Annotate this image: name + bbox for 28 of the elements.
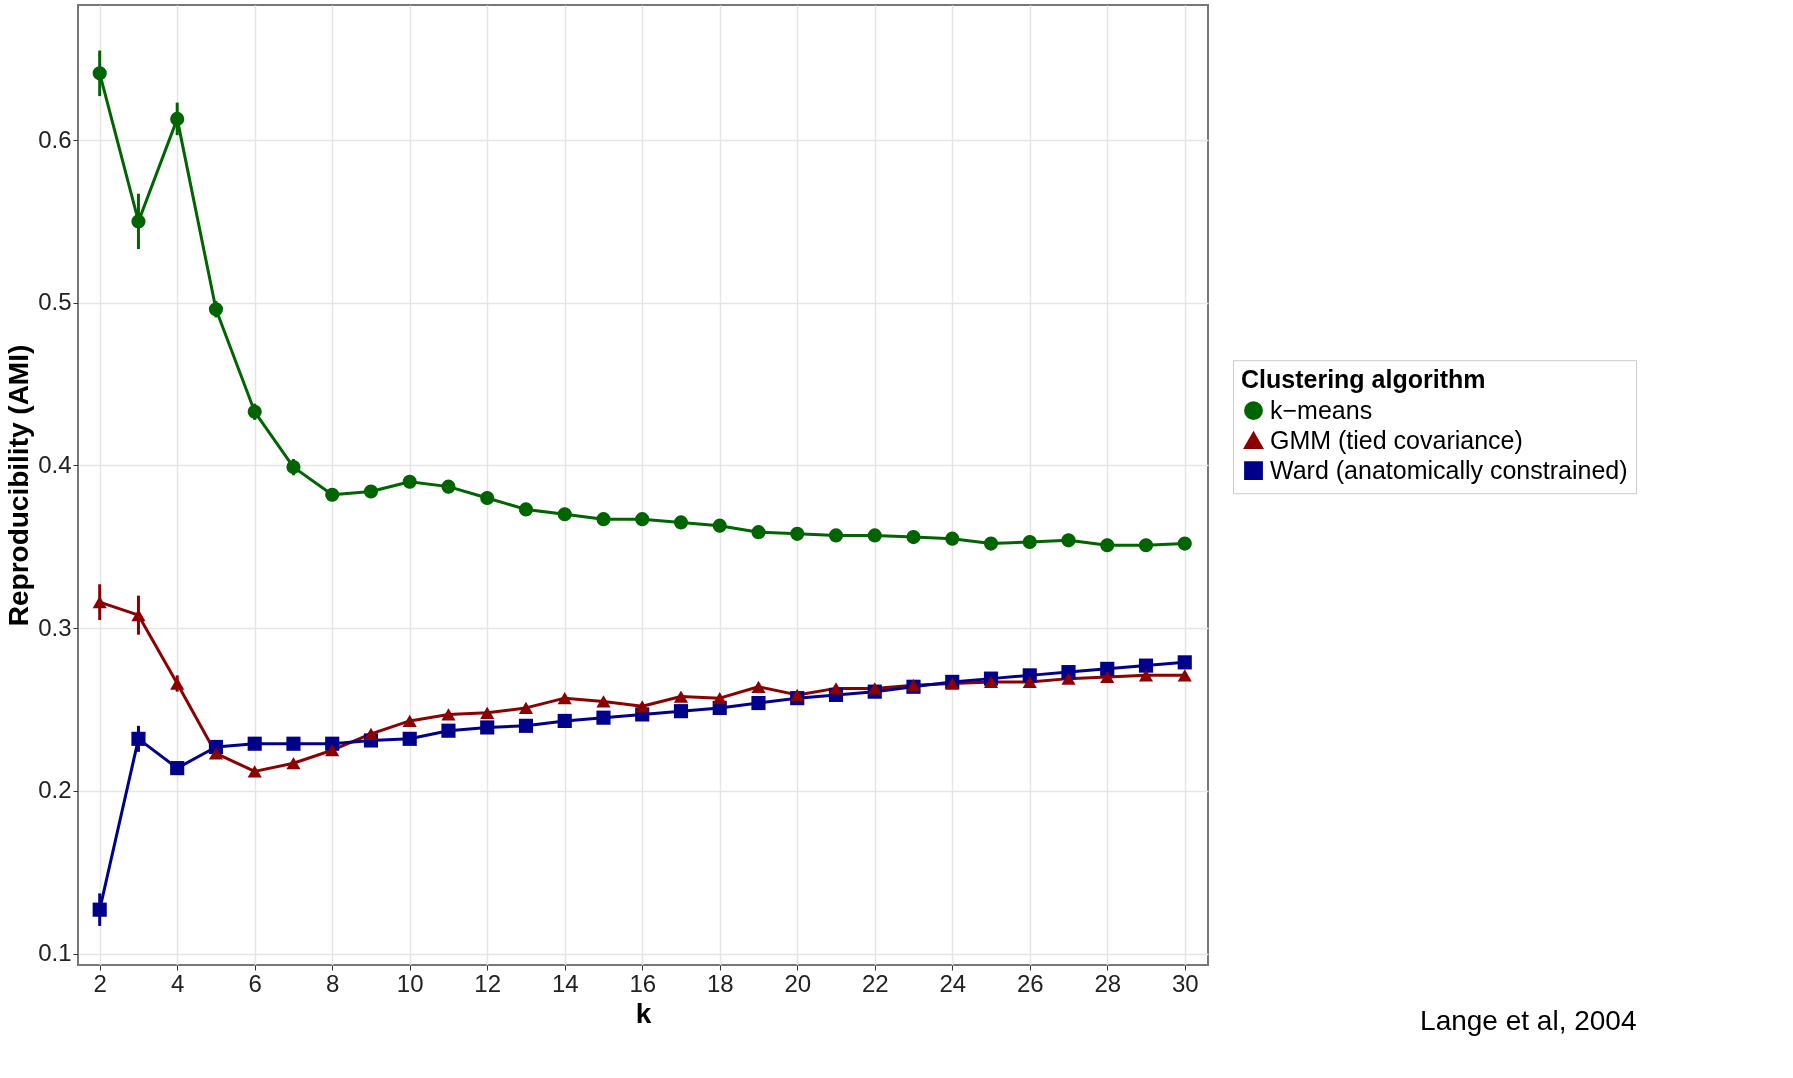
x-tick-label: 6 xyxy=(248,969,262,997)
x-tick-label: 22 xyxy=(861,969,889,997)
x-tick-label: 2 xyxy=(93,969,107,997)
y-axis-title: Reproducibility (AMI) xyxy=(3,344,35,627)
x-tick-label: 24 xyxy=(939,969,967,997)
x-tick-label: 14 xyxy=(551,969,579,997)
y-tick-label: 0.6 xyxy=(38,125,72,153)
x-tick-label: 16 xyxy=(629,969,657,997)
x-tick-label: 28 xyxy=(1094,969,1122,997)
y-tick-label: 0.4 xyxy=(38,450,72,478)
x-tick-label: 12 xyxy=(474,969,502,997)
x-axis-title: k xyxy=(635,997,652,1029)
y-tick-label: 0.2 xyxy=(38,776,72,804)
y-tick-label: 0.5 xyxy=(38,288,72,316)
x-tick-label: 30 xyxy=(1171,969,1199,997)
y-tick-label: 0.3 xyxy=(38,613,72,641)
legend-label: Ward (anatomically constrained) xyxy=(1270,455,1628,484)
x-tick-label: 4 xyxy=(171,969,185,997)
y-tick-label: 0.1 xyxy=(38,939,72,967)
x-tick-label: 26 xyxy=(1016,969,1044,997)
x-tick-label: 18 xyxy=(706,969,734,997)
x-tick-label: 8 xyxy=(326,969,340,997)
text: Lange et al, 2004 xyxy=(1420,1005,1637,1036)
x-tick-label: 10 xyxy=(396,969,424,997)
legend-label: GMM (tied covariance) xyxy=(1270,425,1523,454)
legend-title: Clustering algorithm xyxy=(1241,365,1486,394)
x-tick-label: 20 xyxy=(784,969,812,997)
legend-label: k−means xyxy=(1270,395,1373,424)
